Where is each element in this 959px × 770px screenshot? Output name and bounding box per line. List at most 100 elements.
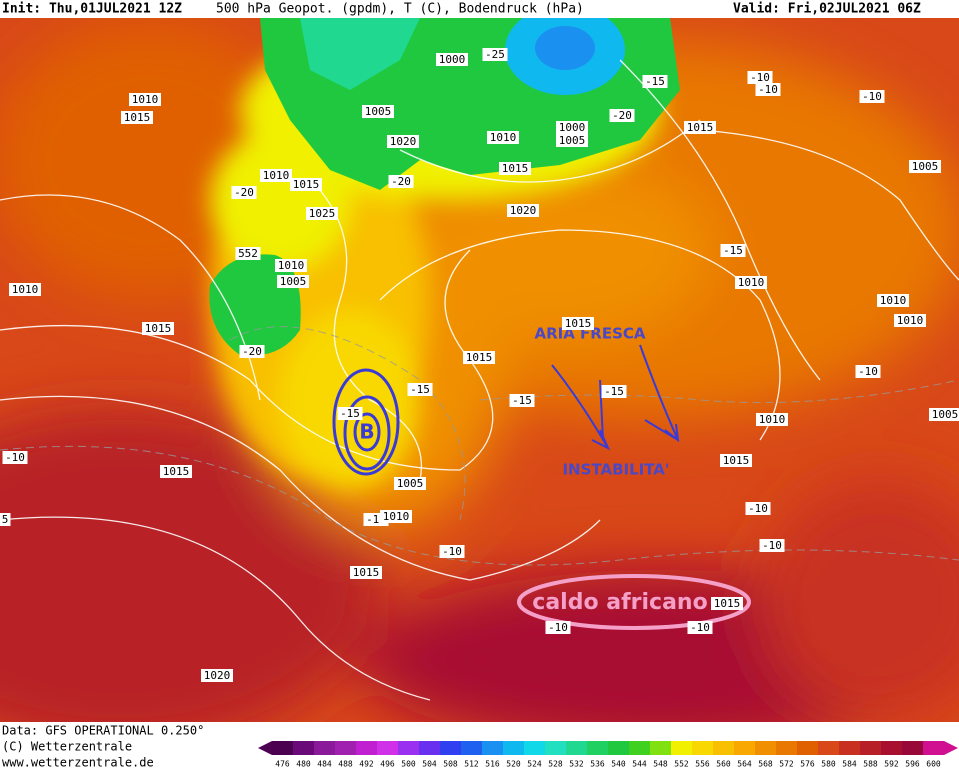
colorbar-swatch	[545, 741, 567, 755]
isobar-label: -10	[858, 365, 878, 378]
colorbar-label: 524	[527, 760, 542, 769]
isobar-label: 1010	[383, 510, 410, 523]
colorbar-label: 508	[443, 760, 458, 769]
colorbar-label: 552	[674, 760, 689, 769]
label-box	[362, 105, 394, 118]
colorbar-arrow	[258, 741, 272, 755]
label-box	[759, 539, 785, 552]
colorbar-swatch	[524, 741, 546, 755]
label-box	[894, 314, 926, 327]
colorbar-label: 580	[821, 760, 836, 769]
colorbar-swatch	[608, 741, 630, 755]
colorbar-swatch	[482, 741, 504, 755]
colorbar-swatch	[461, 741, 483, 755]
colorbar-label: 500	[401, 760, 416, 769]
label-box	[877, 294, 909, 307]
isobar-label: -10	[748, 502, 768, 515]
isobar-label: -10	[758, 83, 778, 96]
colorbar-swatch	[293, 741, 315, 755]
isobar-label: 1010	[738, 276, 765, 289]
header-bar	[0, 0, 959, 17]
isobar-label: 1000	[439, 53, 466, 66]
label-box	[755, 83, 781, 96]
isobar-label: -10	[690, 621, 710, 634]
colorbar-swatch	[314, 741, 336, 755]
colorbar-label: 488	[338, 760, 353, 769]
label-box	[239, 345, 265, 358]
colorbar-swatch	[713, 741, 735, 755]
colorbar-label: 564	[737, 760, 752, 769]
colorbar-swatch	[692, 741, 714, 755]
label-box	[507, 204, 539, 217]
isobar-label: -10	[762, 539, 782, 552]
isobar-label: -10	[442, 545, 462, 558]
annotation-arrows	[551, 344, 680, 451]
colorbar-label: 544	[632, 760, 647, 769]
label-box	[909, 160, 941, 173]
colorbar-swatch	[650, 741, 672, 755]
colorbar-label: 484	[317, 760, 332, 769]
isobar-label: 1010	[263, 169, 290, 182]
colorbar-swatch	[587, 741, 609, 755]
label-box	[499, 162, 531, 175]
isobar-label: -15	[512, 394, 532, 407]
annotation-shapes	[332, 368, 400, 476]
isobar-label: 1005	[397, 477, 424, 490]
isobar-label: 1010	[12, 283, 39, 296]
label-box	[407, 383, 433, 396]
label-box	[337, 407, 363, 420]
colorbar-swatch	[629, 741, 651, 755]
colorbar-swatch	[860, 741, 882, 755]
colorbar-swatch	[776, 741, 798, 755]
colorbar-label: 560	[716, 760, 731, 769]
isobar-label: -20	[612, 109, 632, 122]
init-time: Init: Thu,01JUL2021 12Z	[2, 2, 182, 17]
colorbar-swatch	[377, 741, 399, 755]
colorbar-label: 496	[380, 760, 395, 769]
label-box	[482, 48, 508, 61]
label-box	[859, 90, 885, 103]
label-box	[2, 451, 28, 464]
isobar-label: 1015	[565, 317, 592, 330]
label-box	[439, 545, 465, 558]
isobar-label: -15	[604, 385, 624, 398]
isobar-label: -20	[242, 345, 262, 358]
isobar-label: 1005	[280, 275, 307, 288]
colorbar-swatch	[566, 741, 588, 755]
label-box	[231, 186, 257, 199]
label-box	[436, 53, 468, 66]
copyright: (C) Wetterzentrale	[2, 740, 132, 754]
colorbar-swatch	[839, 741, 861, 755]
colorbar-label: 556	[695, 760, 710, 769]
isobar-label: 1010	[132, 93, 159, 106]
label-box	[380, 510, 412, 523]
colorbar-swatch	[503, 741, 525, 755]
isobar-label: 1025	[309, 207, 336, 220]
colorbar-label: 588	[863, 760, 878, 769]
label-box	[711, 597, 743, 610]
isobar-label: -10	[862, 90, 882, 103]
label-box	[642, 75, 668, 88]
isobar-label: -20	[234, 186, 254, 199]
isobar-label: -25	[485, 48, 505, 61]
colorbar-swatch	[797, 741, 819, 755]
isobar-label: 1015	[163, 465, 190, 478]
isobar-label: -15	[645, 75, 665, 88]
colorbar-label: 576	[800, 760, 815, 769]
low-marker: B	[359, 420, 374, 444]
isobar-label: 1015	[293, 178, 320, 191]
colorbar-label: 504	[422, 760, 437, 769]
isobar-label: 1015	[687, 121, 714, 134]
isobar-label: -15	[340, 407, 360, 420]
isobar-label: -15	[410, 383, 430, 396]
label-box	[260, 169, 292, 182]
isobar-label: 1015	[723, 454, 750, 467]
label-box	[562, 317, 594, 330]
isobar-label: 1010	[278, 259, 305, 272]
colorbar-label: 516	[485, 760, 500, 769]
colorbar-label: 596	[905, 760, 920, 769]
isobar-label: 1010	[490, 131, 517, 144]
colorbar-label: 532	[569, 760, 584, 769]
